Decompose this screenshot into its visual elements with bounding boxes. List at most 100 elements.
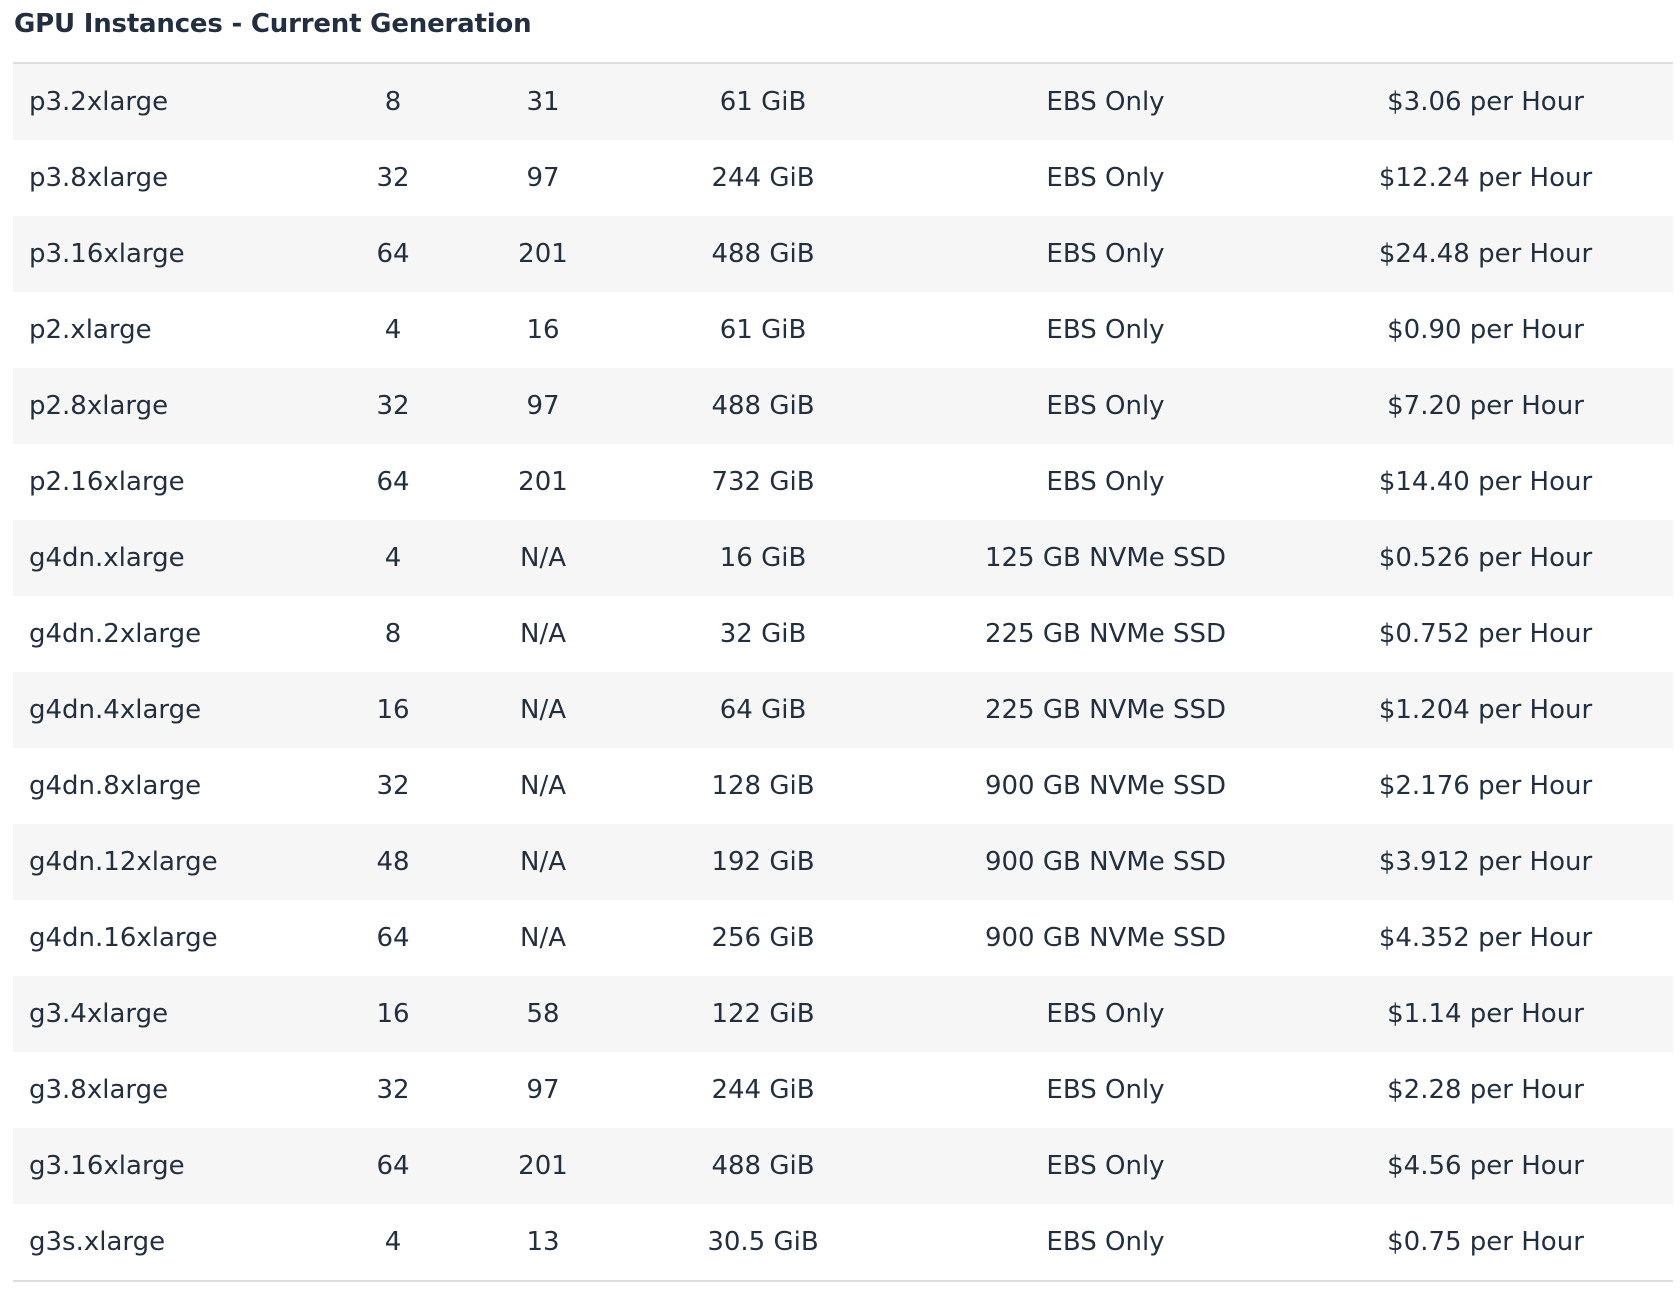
memory-cell: 61 GiB — [719, 315, 807, 345]
table-row: g4dn.4xlarge 16 N/A 64 GiB 225 GB NVMe SSD $1… — [13, 672, 1673, 748]
gpu-instances-table-container: p3.2xlarge 8 31 61 GiB EBS Only $3.06 per Hou… — [13, 62, 1673, 1282]
instance-name-cell: g4dn.2xlarge — [29, 619, 202, 649]
vcpu-cell: 4 — [384, 315, 402, 345]
ecu-cell: N/A — [520, 619, 566, 649]
price-cell: $3.912 per Hour — [1378, 847, 1593, 877]
price-cell: $1.14 per Hour — [1387, 999, 1584, 1029]
storage-cell: EBS Only — [1046, 87, 1165, 117]
table-row: p2.xlarge 4 16 61 GiB EBS Only $0.90 per Hour — [13, 292, 1673, 368]
memory-cell: 128 GiB — [711, 771, 815, 801]
price-cell: $2.176 per Hour — [1378, 771, 1593, 801]
table-row: g3.16xlarge 64 201 488 GiB EBS Only $4.56 per… — [13, 1128, 1673, 1204]
ecu-cell: N/A — [520, 771, 566, 801]
instance-name-cell: p3.8xlarge — [29, 163, 169, 193]
ecu-cell: 201 — [518, 239, 568, 269]
storage-cell: EBS Only — [1046, 467, 1165, 497]
ecu-cell: 201 — [518, 467, 568, 497]
price-cell: $3.06 per Hour — [1387, 87, 1584, 117]
memory-cell: 192 GiB — [711, 847, 815, 877]
price-cell: $14.40 per Hour — [1378, 467, 1593, 497]
ecu-cell: 97 — [526, 163, 560, 193]
vcpu-cell: 16 — [376, 999, 410, 1029]
price-cell: $4.56 per Hour — [1387, 1151, 1584, 1181]
storage-cell: EBS Only — [1046, 999, 1165, 1029]
table-row: g4dn.16xlarge 64 N/A 256 GiB 900 GB NVMe SSD… — [13, 900, 1673, 976]
table-row: g3.4xlarge 16 58 122 GiB EBS Only $1.14 per H… — [13, 976, 1673, 1052]
storage-cell: 900 GB NVMe SSD — [984, 847, 1227, 877]
vcpu-cell: 32 — [376, 163, 410, 193]
table-row: g4dn.12xlarge 48 N/A 192 GiB 900 GB NVMe SSD… — [13, 824, 1673, 900]
vcpu-cell: 48 — [376, 847, 410, 877]
price-cell: $0.526 per Hour — [1378, 543, 1593, 573]
instance-name-cell: g3s.xlarge — [29, 1227, 166, 1257]
table-row: p2.16xlarge 64 201 732 GiB EBS Only $14.40 pe… — [13, 444, 1673, 520]
instance-name-cell: p3.16xlarge — [29, 239, 185, 269]
vcpu-cell: 16 — [376, 695, 410, 725]
memory-cell: 244 GiB — [711, 163, 815, 193]
table-row: p3.2xlarge 8 31 61 GiB EBS Only $3.06 per Hou… — [13, 64, 1673, 140]
memory-cell: 61 GiB — [719, 87, 807, 117]
table-row: g3s.xlarge 4 13 30.5 GiB EBS Only $0.75 per H… — [13, 1204, 1673, 1280]
ecu-cell: 31 — [526, 87, 560, 117]
instance-name-cell: p3.2xlarge — [29, 87, 169, 117]
price-cell: $0.90 per Hour — [1387, 315, 1584, 345]
table-body: p3.2xlarge 8 31 61 GiB EBS Only $3.06 per Hou… — [13, 64, 1673, 1280]
memory-cell: 122 GiB — [711, 999, 815, 1029]
price-cell: $12.24 per Hour — [1378, 163, 1593, 193]
instance-name-cell: g4dn.16xlarge — [29, 923, 218, 953]
storage-cell: EBS Only — [1046, 239, 1165, 269]
storage-cell: 125 GB NVMe SSD — [984, 543, 1227, 573]
price-cell: $4.352 per Hour — [1378, 923, 1593, 953]
storage-cell: 225 GB NVMe SSD — [984, 695, 1227, 725]
table-row: g4dn.2xlarge 8 N/A 32 GiB 225 GB NVMe SSD $0.… — [13, 596, 1673, 672]
instance-name-cell: g4dn.xlarge — [29, 543, 185, 573]
ecu-cell: N/A — [520, 847, 566, 877]
ecu-cell: N/A — [520, 543, 566, 573]
storage-cell: EBS Only — [1046, 1227, 1165, 1257]
price-cell: $2.28 per Hour — [1387, 1075, 1584, 1105]
instance-name-cell: g4dn.4xlarge — [29, 695, 202, 725]
table-row: p3.8xlarge 32 97 244 GiB EBS Only $12.24 per … — [13, 140, 1673, 216]
price-cell: $0.75 per Hour — [1387, 1227, 1584, 1257]
vcpu-cell: 4 — [384, 1227, 402, 1257]
ecu-cell: 13 — [526, 1227, 560, 1257]
table-row: g4dn.xlarge 4 N/A 16 GiB 125 GB NVMe SSD $0.5… — [13, 520, 1673, 596]
instance-name-cell: g3.4xlarge — [29, 999, 169, 1029]
vcpu-cell: 32 — [376, 771, 410, 801]
ecu-cell: N/A — [520, 923, 566, 953]
table-row: g3.8xlarge 32 97 244 GiB EBS Only $2.28 per H… — [13, 1052, 1673, 1128]
memory-cell: 488 GiB — [711, 1151, 815, 1181]
memory-cell: 488 GiB — [711, 239, 815, 269]
vcpu-cell: 32 — [376, 1075, 410, 1105]
vcpu-cell: 64 — [376, 239, 410, 269]
ecu-cell: N/A — [520, 695, 566, 725]
memory-cell: 64 GiB — [719, 695, 807, 725]
storage-cell: 225 GB NVMe SSD — [984, 619, 1227, 649]
storage-cell: 900 GB NVMe SSD — [984, 771, 1227, 801]
memory-cell: 244 GiB — [711, 1075, 815, 1105]
vcpu-cell: 64 — [376, 1151, 410, 1181]
storage-cell: EBS Only — [1046, 1151, 1165, 1181]
instance-name-cell: g3.16xlarge — [29, 1151, 185, 1181]
memory-cell: 488 GiB — [711, 391, 815, 421]
price-cell: $7.20 per Hour — [1387, 391, 1584, 421]
instance-name-cell: p2.xlarge — [29, 315, 152, 345]
section-title: GPU Instances - Current Generation — [14, 9, 532, 39]
memory-cell: 256 GiB — [711, 923, 815, 953]
storage-cell: EBS Only — [1046, 315, 1165, 345]
ecu-cell: 58 — [526, 999, 560, 1029]
storage-cell: 900 GB NVMe SSD — [984, 923, 1227, 953]
vcpu-cell: 32 — [376, 391, 410, 421]
ecu-cell: 97 — [526, 1075, 560, 1105]
instance-name-cell: g3.8xlarge — [29, 1075, 169, 1105]
vcpu-cell: 8 — [384, 619, 402, 649]
vcpu-cell: 8 — [384, 87, 402, 117]
price-cell: $24.48 per Hour — [1378, 239, 1593, 269]
instance-name-cell: g4dn.12xlarge — [29, 847, 218, 877]
instance-name-cell: p2.16xlarge — [29, 467, 185, 497]
storage-cell: EBS Only — [1046, 391, 1165, 421]
instance-name-cell: g4dn.8xlarge — [29, 771, 202, 801]
storage-cell: EBS Only — [1046, 1075, 1165, 1105]
instance-name-cell: p2.8xlarge — [29, 391, 169, 421]
